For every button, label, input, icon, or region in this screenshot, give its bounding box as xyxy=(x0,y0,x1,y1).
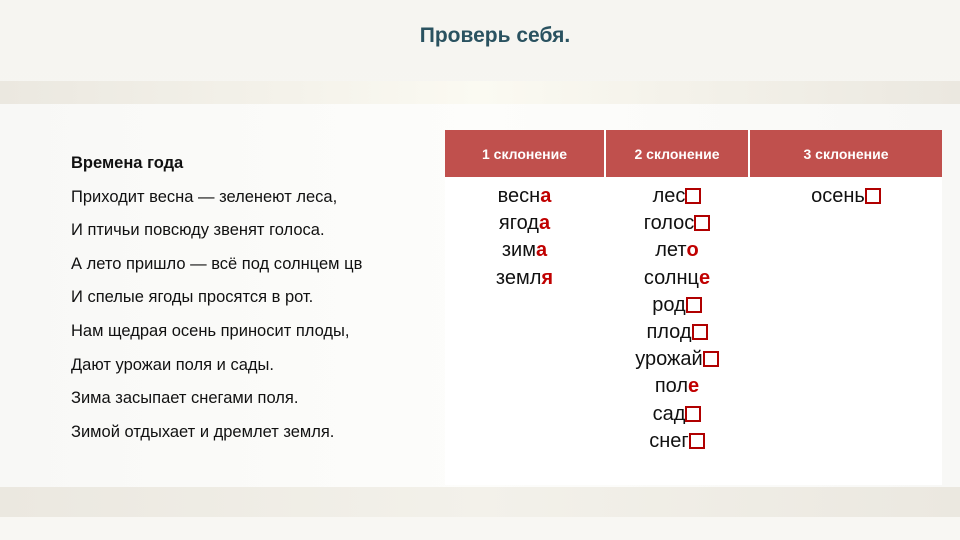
empty-ending-box-icon xyxy=(694,215,711,232)
word: сад xyxy=(653,401,702,428)
word-stem: ягод xyxy=(498,212,539,235)
header-declension-3: 3 склонение xyxy=(750,130,942,177)
poem-line: И птичьи повсюду звенят голоса. xyxy=(71,221,325,240)
poem-line: Зимой отдыхает и дремлет земля. xyxy=(71,422,335,441)
word-stem: лес xyxy=(652,185,686,207)
empty-ending-box-icon xyxy=(685,405,702,422)
column-declension-3: осень xyxy=(750,183,942,210)
word: снег xyxy=(649,428,705,455)
word-stem: род xyxy=(652,293,686,316)
poem-line: И спелые ягоды просятся в рот. xyxy=(71,288,314,307)
column-declension-2: лес голос лето солнце род плод урожай поле сад сн… xyxy=(606,183,748,455)
poem-line: Приходит весна — зеленеют леса, xyxy=(71,187,338,206)
poem: Времена года Приходит весна — зеленеют л… xyxy=(71,151,362,453)
poem-heading: Времена года xyxy=(71,154,184,172)
word-stem: осень xyxy=(811,185,865,207)
word-ending: я xyxy=(541,266,554,289)
word: лето xyxy=(655,237,699,264)
word-stem: плод xyxy=(646,320,692,343)
word: осень xyxy=(811,183,881,210)
word: род xyxy=(652,292,702,319)
word: зима xyxy=(502,237,547,264)
word: земля xyxy=(496,265,553,292)
word-ending: о xyxy=(686,239,699,262)
word: плод xyxy=(646,319,708,346)
header-declension-2: 2 склонение xyxy=(606,130,748,177)
word-stem: голос xyxy=(643,212,695,235)
word-ending: а xyxy=(540,185,552,207)
word-stem: лет xyxy=(655,239,687,262)
word-stem: урожай xyxy=(635,348,703,371)
declension-table: 1 склонение 2 склонение 3 склонение весн… xyxy=(445,130,942,485)
empty-ending-box-icon xyxy=(685,296,702,313)
poem-line: Зима засыпает снегами поля. xyxy=(71,389,299,408)
word-ending: а xyxy=(538,212,551,235)
empty-ending-box-icon xyxy=(691,323,708,340)
column-declension-1: весна ягода зима земля xyxy=(445,183,604,292)
word-ending: а xyxy=(535,239,548,262)
empty-ending-box-icon xyxy=(702,351,719,368)
empty-ending-box-icon xyxy=(864,188,881,204)
word-stem: весн xyxy=(497,185,541,207)
header-band xyxy=(0,81,960,104)
poem-line: А лето пришло — всё под солнцем цв xyxy=(71,254,363,273)
empty-ending-box-icon xyxy=(685,188,702,204)
empty-ending-box-icon xyxy=(688,432,705,449)
word: лес xyxy=(653,183,702,210)
poem-line: Нам щедрая осень приносит плоды, xyxy=(71,321,350,340)
word: солнце xyxy=(644,265,710,292)
footer-band xyxy=(0,487,960,517)
word: поле xyxy=(655,373,699,400)
word-ending: е xyxy=(688,375,700,398)
word: урожай xyxy=(635,346,719,373)
word: ягода xyxy=(499,210,550,237)
header-declension-1: 1 склонение xyxy=(445,130,604,177)
word: голос xyxy=(644,210,711,237)
word-stem: снег xyxy=(649,429,689,452)
word-stem: земл xyxy=(495,266,542,289)
word: весна xyxy=(498,183,552,210)
word-stem: зим xyxy=(501,239,536,262)
poem-line: Дают урожаи поля и сады. xyxy=(71,355,274,374)
word-ending: е xyxy=(698,266,711,289)
word-stem: солнц xyxy=(643,266,699,289)
word-stem: сад xyxy=(652,402,686,425)
slide-title: Проверь себя. xyxy=(419,24,571,47)
word-stem: пол xyxy=(654,375,689,398)
